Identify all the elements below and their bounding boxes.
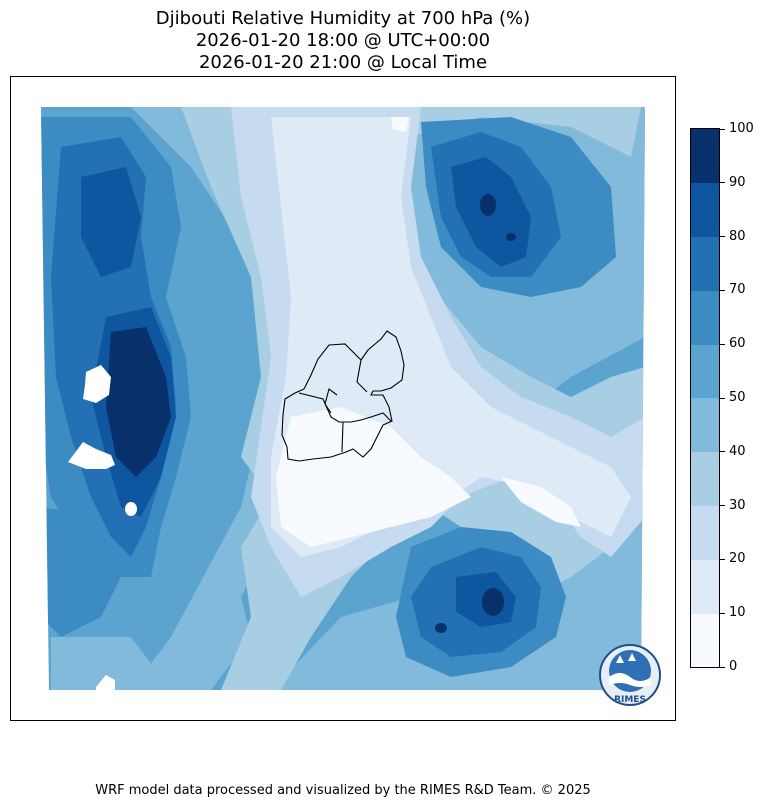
colorbar-segment: [691, 398, 719, 453]
colorbar-tick: [719, 128, 725, 130]
colorbar: [690, 128, 720, 668]
credit-text: WRF model data processed and visualized …: [95, 783, 591, 798]
colorbar-tick: [719, 397, 725, 399]
colorbar-segment: [691, 559, 719, 614]
colorbar-tick: [719, 182, 725, 184]
rimes-logo: RIMES: [599, 644, 661, 706]
colorbar-segment: [691, 451, 719, 507]
colorbar-tick-label: 70: [729, 282, 746, 298]
colorbar-tick: [719, 236, 725, 238]
colorbar-segment: [691, 290, 719, 345]
rimes-logo-text: RIMES: [614, 695, 646, 705]
humidity-contours: [41, 107, 645, 690]
colorbar-tick: [719, 666, 725, 668]
colorbar-tick-label: 0: [729, 659, 738, 674]
colorbar-tick-label: 60: [729, 336, 746, 352]
map-frame: RIMES: [10, 76, 676, 721]
colorbar-tick: [719, 612, 725, 614]
colorbar-tick-label: 30: [729, 497, 746, 513]
colorbar-tick: [719, 289, 725, 291]
colorbar-segment: [691, 182, 719, 238]
colorbar-tick-label: 10: [729, 605, 746, 621]
colorbar-tick-label: 80: [729, 228, 746, 244]
colorbar-segment: [691, 344, 719, 399]
colorbar-tick-label: 100: [729, 121, 754, 136]
colorbar-segment: [691, 129, 719, 184]
colorbar-tick-label: 40: [729, 443, 746, 459]
colorbar-tick-label: 90: [729, 174, 746, 190]
title-line-1: Djibouti Relative Humidity at 700 hPa (%…: [155, 8, 531, 29]
colorbar-tick: [719, 343, 725, 345]
colorbar-tick: [719, 505, 725, 507]
colorbar-segment: [691, 613, 719, 668]
colorbar-tick-label: 20: [729, 551, 746, 567]
colorbar-tick: [719, 558, 725, 560]
colorbar-tick: [719, 451, 725, 453]
colorbar-tick-label: 50: [729, 390, 746, 405]
colorbar-segment: [691, 505, 719, 560]
title-line-2: 2026-01-20 18:00 @ UTC+00:00: [195, 30, 491, 51]
title-line-3: 2026-01-20 21:00 @ Local Time: [198, 52, 488, 73]
colorbar-segment: [691, 236, 719, 291]
humidity-map: RIMES: [41, 107, 661, 706]
country-borders: [281, 330, 405, 462]
